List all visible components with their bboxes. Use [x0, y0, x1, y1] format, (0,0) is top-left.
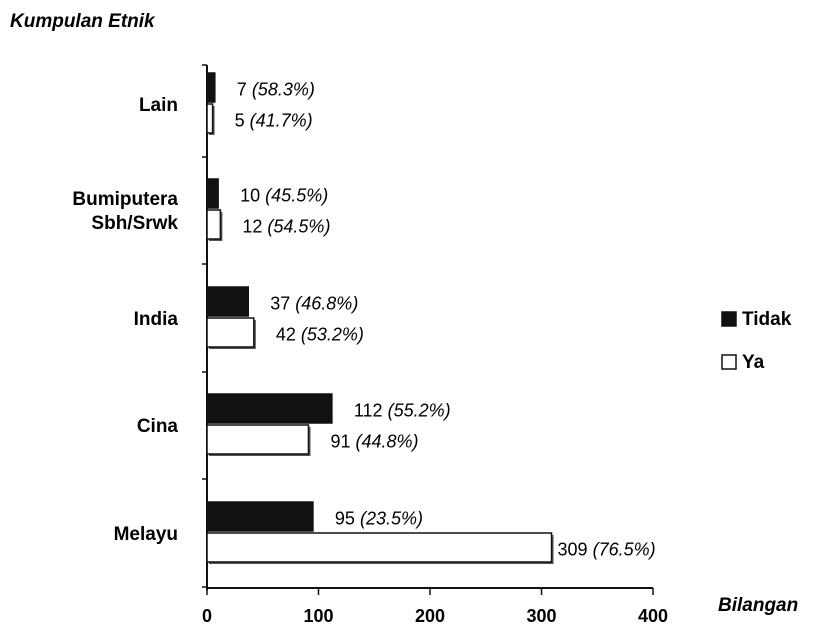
legend-swatch-ya [721, 354, 737, 370]
data-label-percent: (53.2%) [301, 325, 364, 345]
data-label-count: 37 [270, 294, 295, 314]
category-label: Lain [139, 95, 178, 116]
category-label: Sbh/Srwk [91, 213, 178, 234]
x-tick-label: 200 [415, 606, 445, 626]
data-label: 309 (76.5%) [558, 540, 656, 560]
data-label-count: 91 [330, 432, 355, 452]
data-label: 91 (44.8%) [330, 432, 418, 452]
bar-tidak [206, 393, 333, 424]
bar-ya [206, 424, 310, 455]
x-tick-label: 100 [303, 606, 333, 626]
data-label-percent: (54.5%) [267, 217, 330, 237]
bar-ya [206, 103, 214, 134]
bar-tidak [206, 178, 219, 209]
data-label-count: 7 [237, 80, 252, 100]
x-tick-label: 400 [638, 606, 668, 626]
data-label-count: 10 [240, 186, 265, 206]
data-label-percent: (45.5%) [265, 186, 328, 206]
data-label: 95 (23.5%) [335, 509, 423, 529]
data-label: 12 (54.5%) [242, 217, 330, 237]
legend-swatch-tidak [721, 311, 737, 327]
data-label: 10 (45.5%) [240, 186, 328, 206]
data-label: 112 (55.2%) [354, 401, 451, 421]
data-label-percent: (76.5%) [593, 540, 656, 560]
legend-label: Ya [742, 352, 765, 373]
data-label: 5 (41.7%) [235, 111, 313, 131]
data-label-count: 12 [242, 217, 267, 237]
bar-tidak [206, 501, 314, 532]
x-axis-title: Bilangan [718, 595, 798, 616]
x-tick-label: 300 [526, 606, 556, 626]
data-label-count: 112 [354, 401, 388, 421]
data-label-percent: (46.8%) [295, 294, 358, 314]
data-label-count: 42 [276, 325, 301, 345]
bar-ya [206, 317, 255, 348]
bar-tidak [206, 72, 216, 103]
bar-ya [206, 532, 553, 563]
data-label-percent: (23.5%) [360, 509, 423, 529]
data-label-percent: (55.2%) [388, 401, 451, 421]
category-label: India [134, 309, 179, 330]
data-label: 37 (46.8%) [270, 294, 358, 314]
x-tick-label: 0 [202, 606, 212, 626]
legend-label: Tidak [742, 309, 792, 330]
data-label-percent: (41.7%) [250, 111, 313, 131]
data-label-count: 95 [335, 509, 360, 529]
bar-tidak [206, 286, 250, 317]
category-label: Cina [137, 416, 179, 437]
legend: Tidak Ya [721, 309, 792, 373]
y-axis-title: Kumpulan Etnik [10, 11, 156, 32]
category-label: Melayu [114, 524, 178, 545]
plot-area: 0 100 200 300 400 Lain Bumiputera Sbh/Srwk India… [72, 64, 668, 626]
data-label-percent: (44.8%) [355, 432, 418, 452]
bar-ya [206, 209, 222, 240]
data-label-count: 309 [558, 540, 593, 560]
category-label: Bumiputera [72, 189, 178, 210]
data-label: 42 (53.2%) [276, 325, 364, 345]
data-label-percent: (58.3%) [252, 80, 315, 100]
data-label: 7 (58.3%) [237, 80, 315, 100]
data-label-count: 5 [235, 111, 250, 131]
